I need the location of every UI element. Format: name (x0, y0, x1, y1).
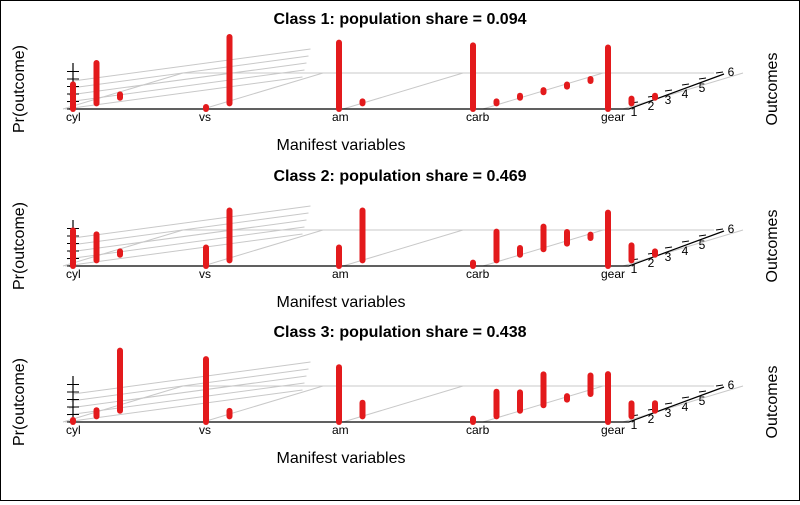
y-axis-title: Outcomes (764, 366, 781, 439)
variable-label-am: am (332, 110, 349, 124)
variable-label-vs: vs (199, 267, 211, 281)
outcome-axis-line (628, 73, 725, 110)
outcome-tick-label: 5 (699, 238, 706, 252)
grid-line (70, 55, 309, 89)
grid-line (66, 69, 305, 103)
outcome-tick-label: 2 (648, 256, 655, 270)
variable-label-gear: gear (601, 423, 625, 437)
grid-line (70, 368, 309, 402)
outcome-tick-label: 5 (699, 81, 706, 95)
x-axis-title: Manifest variables (277, 294, 406, 311)
grid-line (62, 72, 184, 110)
outcome-tick (681, 83, 690, 86)
variable-label-carb: carb (466, 267, 490, 281)
outcome-tick (664, 89, 673, 92)
grid-line (68, 62, 307, 96)
grid-line (66, 382, 305, 416)
variable-label-cyl: cyl (66, 423, 81, 437)
variable-label-carb: carb (466, 110, 490, 124)
grid-line (202, 72, 324, 110)
outcome-tick-label: 3 (665, 406, 672, 420)
outcome-axis-line (628, 386, 725, 423)
grid-line (62, 229, 184, 267)
variable-label-vs: vs (199, 423, 211, 437)
outcome-tick-label: 6 (728, 222, 735, 236)
grid-line (66, 226, 305, 260)
grid-line (64, 76, 303, 110)
z-axis-title: Pr(outcome) (11, 358, 28, 446)
grid-line (202, 229, 324, 267)
grid-line (64, 389, 303, 423)
outcome-tick (715, 384, 724, 387)
outcome-tick-label: 1 (631, 105, 638, 119)
panel-1: Class 1: population share = 0.094 1 2 3 4 5 6 c… (11, 11, 781, 154)
outcome-tick-label: 6 (728, 378, 735, 392)
outcome-tick-label: 3 (665, 93, 672, 107)
y-axis-title: Outcomes (764, 53, 781, 126)
outcome-tick (698, 390, 707, 393)
variable-label-am: am (332, 267, 349, 281)
variable-label-gear: gear (601, 110, 625, 124)
outcome-tick (664, 246, 673, 249)
grid-line (622, 385, 744, 423)
outcome-tick (715, 228, 724, 231)
grid-line (68, 219, 307, 253)
x-axis-title: Manifest variables (277, 450, 406, 467)
panel-title: Class 2: population share = 0.469 (274, 168, 527, 185)
variable-label-gear: gear (601, 267, 625, 281)
outcome-tick (664, 402, 673, 405)
grid-line (202, 385, 324, 423)
z-axis-title: Pr(outcome) (11, 45, 28, 133)
outcome-tick-label: 2 (648, 99, 655, 113)
grid-line (622, 72, 744, 110)
variable-label-vs: vs (199, 110, 211, 124)
outcome-tick-label: 1 (631, 262, 638, 276)
panel-title: Class 3: population share = 0.438 (274, 324, 527, 341)
variable-label-carb: carb (466, 423, 490, 437)
outcome-tick (715, 71, 724, 74)
grid-line (72, 361, 311, 395)
outcome-tick-label: 4 (682, 244, 689, 258)
variable-label-cyl: cyl (66, 110, 81, 124)
grid-line (64, 233, 303, 267)
panel-3: Class 3: population share = 0.438 1 2 3 4 5 6 c… (11, 324, 781, 467)
outcome-tick (681, 396, 690, 399)
outcome-tick (681, 240, 690, 243)
panel-title: Class 1: population share = 0.094 (274, 11, 527, 28)
outcome-tick (698, 77, 707, 80)
grid-line (622, 229, 744, 267)
outcome-tick-label: 2 (648, 412, 655, 426)
panel-2: Class 2: population share = 0.469 1 2 3 4 5 6 c… (11, 168, 781, 311)
outcome-tick-label: 1 (631, 418, 638, 432)
variable-label-cyl: cyl (66, 267, 81, 281)
outcome-tick-label: 5 (699, 394, 706, 408)
outcome-tick-label: 6 (728, 65, 735, 79)
x-axis-title: Manifest variables (277, 137, 406, 154)
outcome-axis-line (628, 230, 725, 267)
grid-line (72, 205, 311, 239)
z-axis-title: Pr(outcome) (11, 202, 28, 290)
grid-line (70, 212, 309, 246)
grid-line (72, 48, 311, 82)
variable-label-am: am (332, 423, 349, 437)
y-axis-title: Outcomes (764, 210, 781, 283)
outcome-tick-label: 4 (682, 87, 689, 101)
outcome-tick-label: 4 (682, 400, 689, 414)
outcome-tick (698, 234, 707, 237)
outcome-tick-label: 3 (665, 250, 672, 264)
grid-line (68, 375, 307, 409)
